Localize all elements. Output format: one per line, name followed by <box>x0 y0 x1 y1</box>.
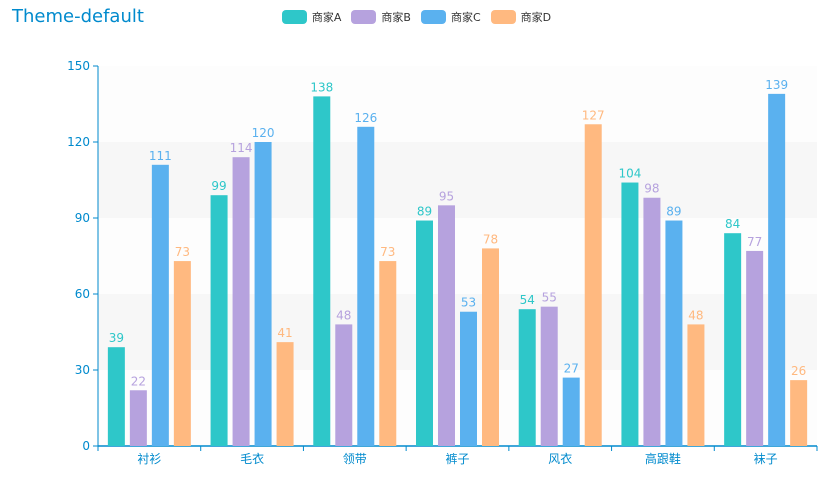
bar <box>210 195 228 446</box>
x-tick-label: 毛衣 <box>240 451 264 466</box>
legend-label: 商家A <box>311 11 342 24</box>
legend-swatch <box>490 10 516 24</box>
bar <box>518 309 536 446</box>
legend-item-series-d[interactable]: 商家D <box>490 9 552 25</box>
bar <box>724 233 742 446</box>
bar-data-label: 89 <box>666 205 681 219</box>
y-tick-label: 120 <box>67 135 90 149</box>
bar <box>460 311 477 446</box>
legend-label: 商家C <box>450 11 481 24</box>
bar <box>173 261 191 446</box>
bar-data-label: 138 <box>310 80 333 94</box>
bar <box>621 182 639 447</box>
bar-data-label: 114 <box>230 141 253 155</box>
legend-label: 商家B <box>381 11 411 24</box>
bar <box>790 380 808 446</box>
bar <box>313 96 331 447</box>
bar <box>357 126 375 447</box>
bar-data-label: 48 <box>688 308 703 322</box>
legend: 商家A 商家B 商家C 商家D <box>0 9 833 25</box>
grid-band <box>98 218 817 294</box>
bar <box>438 205 455 446</box>
x-tick-label: 风衣 <box>548 451 572 466</box>
bar <box>584 124 602 447</box>
bar-data-label: 73 <box>380 245 395 259</box>
bar <box>643 197 661 446</box>
bar <box>379 261 397 446</box>
bar <box>107 347 125 446</box>
x-tick-label: 高跟鞋 <box>645 451 681 466</box>
legend-item-series-a[interactable]: 商家A <box>281 9 342 25</box>
bar <box>665 220 683 446</box>
legend-swatch <box>420 10 446 24</box>
bar <box>129 390 147 446</box>
bar-data-label: 98 <box>644 182 659 196</box>
bar-data-label: 77 <box>747 235 762 249</box>
y-tick-label: 60 <box>75 287 90 301</box>
bar-data-label: 127 <box>582 108 605 122</box>
grid-band <box>98 142 817 218</box>
bar <box>562 377 580 446</box>
legend-swatch <box>281 10 307 24</box>
y-tick-label: 0 <box>82 439 90 453</box>
bar-data-label: 22 <box>131 374 146 388</box>
bar-data-label: 26 <box>791 364 806 378</box>
x-tick-label: 裤子 <box>445 452 469 466</box>
bar-data-label: 95 <box>439 189 454 203</box>
bar-data-label: 104 <box>618 167 641 181</box>
bar-data-label: 41 <box>277 326 292 340</box>
legend-swatch <box>351 10 377 24</box>
bar <box>746 250 764 446</box>
chart-title: Theme-default <box>12 6 144 27</box>
grid-band <box>98 294 817 370</box>
x-tick-label: 领带 <box>343 452 367 466</box>
bar-data-label: 53 <box>461 296 476 310</box>
bar <box>254 142 272 446</box>
bar-data-label: 73 <box>175 245 190 259</box>
x-tick-label: 袜子 <box>754 452 778 466</box>
bar <box>540 306 558 446</box>
bar-data-label: 78 <box>483 232 498 246</box>
x-tick-label: 衬衫 <box>137 452 161 466</box>
bar-data-label: 120 <box>252 126 275 140</box>
bar-data-label: 111 <box>149 149 172 163</box>
bar <box>768 93 786 446</box>
bar <box>335 324 353 446</box>
grid-band <box>98 66 817 142</box>
bar-data-label: 54 <box>520 293 535 307</box>
bar <box>687 324 705 446</box>
grid-band <box>98 370 817 446</box>
y-tick-label: 30 <box>75 363 90 377</box>
bar <box>151 164 169 447</box>
bar-data-label: 55 <box>542 291 557 305</box>
bar <box>416 220 433 446</box>
bar <box>276 342 294 446</box>
bar-data-label: 99 <box>211 179 226 193</box>
bar-data-label: 48 <box>336 308 351 322</box>
bar <box>232 157 250 446</box>
bar-data-label: 84 <box>725 217 740 231</box>
bar-data-label: 27 <box>564 362 579 376</box>
bar-data-label: 39 <box>109 331 124 345</box>
legend-item-series-c[interactable]: 商家C <box>420 9 481 25</box>
legend-item-series-b[interactable]: 商家B <box>351 9 411 25</box>
bar-data-label: 139 <box>765 78 788 92</box>
y-tick-label: 90 <box>75 211 90 225</box>
bar-data-label: 126 <box>354 111 377 125</box>
bar <box>482 248 499 446</box>
y-tick-label: 150 <box>67 59 90 73</box>
bar-data-label: 89 <box>417 205 432 219</box>
legend-label: 商家D <box>520 11 552 24</box>
